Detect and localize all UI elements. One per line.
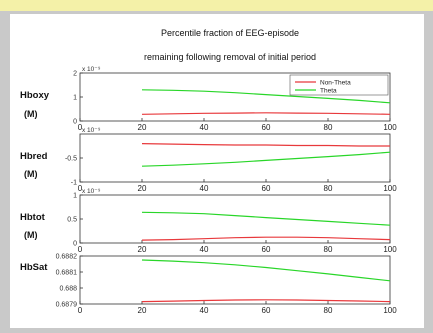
series-line-theta xyxy=(141,211,391,226)
x-tick-label: 60 xyxy=(262,245,271,254)
y-tick-label: 0.688 xyxy=(59,286,77,293)
y-tick-label: 0 xyxy=(73,241,77,248)
y-tick-label: 0.5 xyxy=(67,217,77,224)
y-tick-label: -1 xyxy=(71,180,77,187)
subplot-hbtot: 1 0.5 00 20 40 60 80 100 x 10⁻⁹ Hbtot (M) xyxy=(20,188,397,254)
legend-label-theta: Theta xyxy=(320,88,337,95)
y-label-hbsat: HbSat xyxy=(20,262,48,273)
series-line-non-theta xyxy=(141,236,391,241)
eeg-hemoglobin-figure: Percentile fraction of EEG-episode remai… xyxy=(20,28,397,315)
y-tick-label: 1 xyxy=(73,95,77,102)
x-tick-label: 100 xyxy=(383,245,397,254)
axes-box xyxy=(79,133,391,183)
x-tick-label: 40 xyxy=(200,245,209,254)
banner-strip xyxy=(0,0,433,11)
x-tick-label: 100 xyxy=(383,123,397,132)
x-tick-label: 20 xyxy=(138,123,147,132)
series-line-theta xyxy=(141,259,391,282)
y-tick-label: 0.6879 xyxy=(56,302,78,309)
unit-label: (M) xyxy=(24,109,38,119)
x-tick-label: 20 xyxy=(138,245,147,254)
y-tick-label: 2 xyxy=(73,71,77,78)
x-tick-label: 20 xyxy=(138,306,147,315)
series-line-theta xyxy=(141,89,391,104)
series-line-non-theta xyxy=(141,299,391,303)
unit-label: (M) xyxy=(24,169,38,179)
y-label-hboxy: Hboxy xyxy=(20,90,50,101)
y-exponent-label: x 10⁻⁹ xyxy=(82,127,101,134)
x-tick-label: 0 xyxy=(78,245,83,254)
legend-label-non-theta: Non-Theta xyxy=(320,80,351,87)
chart-subtitle: remaining following removal of initial p… xyxy=(144,52,316,62)
y-tick-label: 0.6882 xyxy=(56,254,78,261)
axes-box xyxy=(79,194,391,244)
y-tick-label: -0.5 xyxy=(65,156,77,163)
chart-title: Percentile fraction of EEG-episode xyxy=(161,28,299,38)
y-tick-label: 1 xyxy=(73,193,77,200)
unit-label: (M) xyxy=(24,230,38,240)
x-tick-label: 100 xyxy=(383,306,397,315)
x-tick-label: 80 xyxy=(324,184,333,193)
y-tick-label: 0 xyxy=(73,119,77,126)
y-label-hbred: Hbred xyxy=(20,151,48,162)
x-tick-label: 60 xyxy=(262,184,271,193)
figure-panel: Percentile fraction of EEG-episode remai… xyxy=(10,14,424,328)
x-tick-label: 60 xyxy=(262,123,271,132)
y-tick-label: 0.6881 xyxy=(56,270,78,277)
x-tick-label: 0 xyxy=(78,184,83,193)
x-tick-label: 80 xyxy=(324,123,333,132)
x-tick-label: 40 xyxy=(200,184,209,193)
x-tick-label: 100 xyxy=(383,184,397,193)
series-line-non-theta xyxy=(141,143,390,147)
subplot-hbred: -0.5 -10 20 40 60 80 100 x 10⁻⁹ Hbred (M) xyxy=(20,127,397,193)
axes-box xyxy=(79,255,391,305)
x-tick-label: 80 xyxy=(324,245,333,254)
x-tick-label: 80 xyxy=(324,306,333,315)
series-line-non-theta xyxy=(141,112,391,115)
x-tick-label: 40 xyxy=(200,123,209,132)
x-tick-label: 0 xyxy=(78,123,83,132)
y-exponent-label: x 10⁻⁹ xyxy=(82,66,101,73)
y-label-hbtot: Hbtot xyxy=(20,212,46,223)
x-tick-label: 60 xyxy=(262,306,271,315)
x-tick-label: 20 xyxy=(138,184,147,193)
series-line-theta xyxy=(141,151,391,167)
x-tick-label: 0 xyxy=(78,306,83,315)
x-tick-label: 40 xyxy=(200,306,209,315)
y-exponent-label: x 10⁻⁹ xyxy=(82,188,101,195)
